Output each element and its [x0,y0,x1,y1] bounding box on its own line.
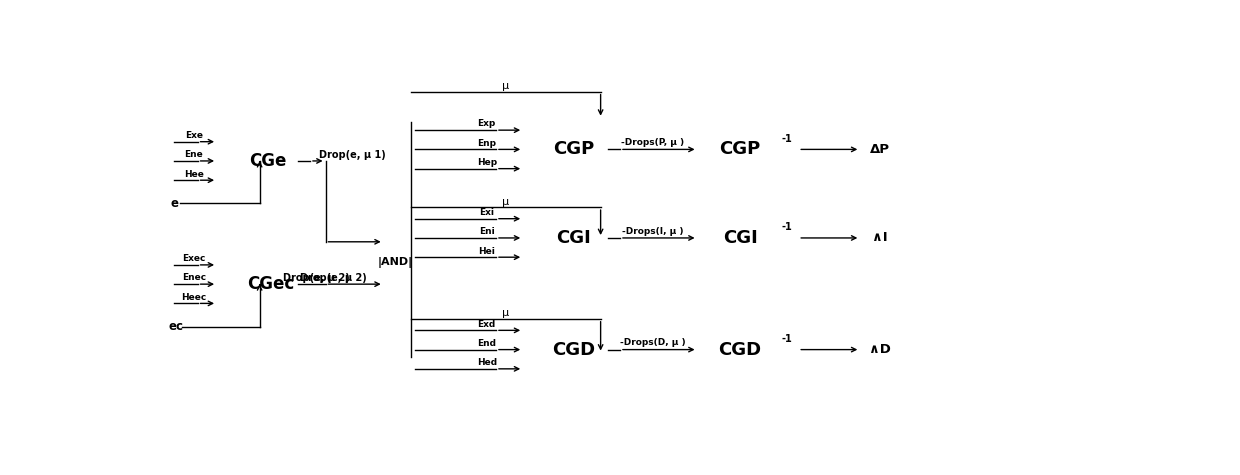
Text: ec: ec [169,320,184,333]
Text: -Drops(D, μ ): -Drops(D, μ ) [620,338,686,347]
Text: Exp: Exp [477,120,496,129]
Text: CGD: CGD [552,341,595,359]
Text: Hed: Hed [476,358,497,367]
Text: CGe: CGe [249,152,286,170]
Text: CGI: CGI [723,229,758,247]
Text: ∧I: ∧I [872,231,888,245]
Text: Exe: Exe [185,131,203,140]
Text: CGec: CGec [248,275,295,293]
Text: -Drops(P, μ ): -Drops(P, μ ) [621,138,684,147]
Text: Hei: Hei [479,247,495,256]
Text: μ: μ [502,197,510,207]
Text: μ: μ [502,81,510,91]
Text: e: e [171,197,179,210]
Text: CGI: CGI [556,229,591,247]
Text: Drop(e, μ 1): Drop(e, μ 1) [319,150,386,160]
Text: Enp: Enp [477,139,496,148]
Text: ∧D: ∧D [869,343,890,356]
Text: Enec: Enec [182,274,206,283]
Text: Drop(e, μ 2): Drop(e, μ 2) [283,273,350,283]
Text: Hee: Hee [184,170,203,179]
Text: ΔP: ΔP [869,143,889,156]
Text: CGD: CGD [718,341,761,359]
Text: |AND|: |AND| [378,257,413,268]
Text: Eni: Eni [479,228,495,236]
Text: μ: μ [502,308,510,318]
Text: CGP: CGP [553,141,594,158]
Text: -Drops(I, μ ): -Drops(I, μ ) [622,227,683,236]
Text: CGP: CGP [719,141,761,158]
Text: End: End [477,339,496,348]
Text: -1: -1 [781,222,792,232]
Text: Drop(e, μ 2): Drop(e, μ 2) [300,273,367,283]
Text: -1: -1 [781,334,792,344]
Text: Heec: Heec [181,293,206,302]
Text: Exd: Exd [477,320,496,329]
Text: -1: -1 [781,133,792,143]
Text: Ene: Ene [185,150,203,159]
Text: Exec: Exec [182,254,206,263]
Text: Hep: Hep [476,158,497,167]
Text: Exi: Exi [479,208,495,217]
